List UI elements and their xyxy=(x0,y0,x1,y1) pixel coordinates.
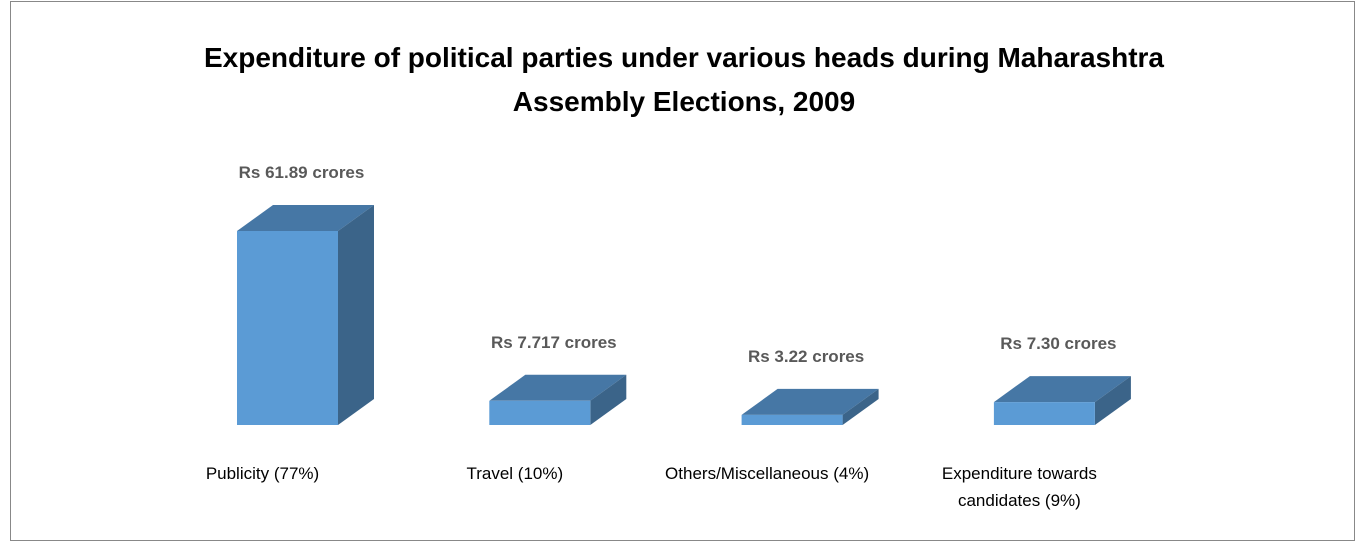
bar-side xyxy=(338,205,374,425)
data-label: Rs 61.89 crores xyxy=(238,163,365,182)
bar-top xyxy=(741,388,879,415)
x-tick-label: Travel (10%) xyxy=(466,464,564,483)
data-label: Rs 3.22 crores xyxy=(747,346,865,366)
bar xyxy=(993,402,1095,425)
bar-top xyxy=(237,205,374,231)
bar-side xyxy=(842,388,879,425)
bar-side xyxy=(590,374,627,425)
bar-top xyxy=(489,374,627,401)
bar xyxy=(489,400,591,425)
bar-side xyxy=(1094,376,1131,425)
x-tick-label: Publicity (77%) xyxy=(205,464,320,483)
data-label: Rs 7.717 crores xyxy=(490,332,617,352)
x-tick-label: Expenditure towards candidates (9%) xyxy=(941,464,1097,510)
data-label: Rs 7.30 crores xyxy=(1000,334,1117,354)
bar xyxy=(237,231,338,425)
x-tick-label: Others/Miscellaneous (4%) xyxy=(665,464,870,483)
bar xyxy=(741,414,843,425)
bar-top xyxy=(993,376,1131,403)
chart-title: Expenditure of political parties under v… xyxy=(204,42,1164,117)
